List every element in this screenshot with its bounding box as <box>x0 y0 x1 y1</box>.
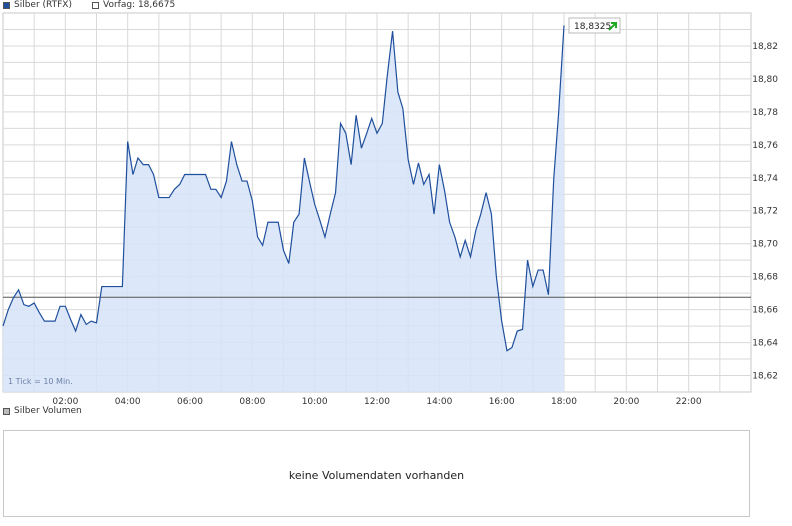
x-tick-label: 10:00 <box>302 397 328 407</box>
reference-label: Vorfag: 18,6675 <box>103 0 176 10</box>
y-tick-label: 18,70 <box>752 240 778 250</box>
x-tick-label: 06:00 <box>177 397 203 407</box>
y-tick-label: 18,72 <box>752 207 778 217</box>
x-tick-label: 16:00 <box>489 397 515 407</box>
y-tick-label: 18,74 <box>752 174 778 184</box>
volume-panel: keine Volumendaten vorhanden <box>3 430 750 517</box>
y-axis-ticks: 18,62 18,64 18,66 18,68 18,70 18,72 18,74 18,76… <box>752 42 778 382</box>
volume-legend: Silber Volumen <box>3 406 82 416</box>
x-tick-label: 12:00 <box>364 397 390 407</box>
y-tick-label: 18,64 <box>752 339 778 349</box>
series-label: Silber (RTFX) <box>14 0 72 10</box>
y-tick-label: 18,66 <box>752 306 778 316</box>
x-tick-label: 20:00 <box>613 397 639 407</box>
legend: Silber (RTFX) Vorfag: 18,6675 <box>3 0 175 10</box>
y-tick-label: 18,76 <box>752 141 778 151</box>
volume-label: Silber Volumen <box>14 406 82 416</box>
y-tick-label: 18,68 <box>752 273 778 283</box>
price-badge: 18,8325 <box>568 17 621 34</box>
x-tick-label: 04:00 <box>115 397 141 407</box>
arrow-up-right-icon <box>608 22 617 31</box>
volume-message: keine Volumendaten vorhanden <box>288 469 465 482</box>
x-axis-ticks: 02:00 04:00 06:00 08:00 10:00 12:00 14:00 16:00… <box>52 397 702 407</box>
x-tick-label: 18:00 <box>551 397 577 407</box>
price-area <box>3 25 564 393</box>
reference-swatch <box>92 1 99 9</box>
tick-note: 1 Tick = 10 Min. <box>8 377 73 386</box>
x-tick-label: 08:00 <box>239 397 265 407</box>
price-badge-value: 18,8325 <box>574 22 611 32</box>
y-tick-label: 18,78 <box>752 108 778 118</box>
y-tick-label: 18,80 <box>752 75 778 85</box>
x-tick-label: 14:00 <box>426 397 452 407</box>
y-tick-label: 18,62 <box>752 372 778 382</box>
x-tick-label: 02:00 <box>52 397 78 407</box>
price-badge-box <box>568 17 621 34</box>
series-swatch <box>3 1 10 9</box>
x-tick-label: 22:00 <box>676 397 702 407</box>
price-line <box>2 25 565 352</box>
price-chart: 02:00 04:00 06:00 08:00 10:00 12:00 14:00 16:00… <box>2 12 778 407</box>
y-tick-label: 18,82 <box>752 42 778 52</box>
volume-swatch <box>3 407 10 415</box>
